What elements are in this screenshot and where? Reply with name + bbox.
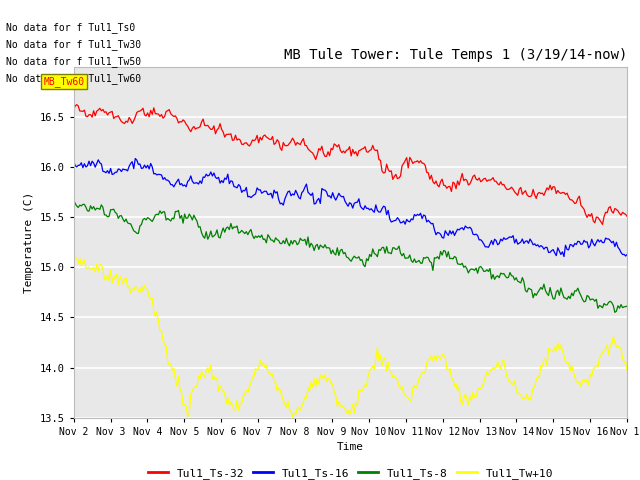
Tul1_Ts-32 [264,135,272,141]
Tul1_Ts-16 [70,157,77,163]
Tul1_Ts-16 [560,254,568,260]
Tul1_Ts-16 [623,252,631,257]
Text: MB Tule Tower: Tule Temps 1 (3/19/14-now): MB Tule Tower: Tule Temps 1 (3/19/14-now… [284,48,627,62]
Text: No data for f Tul1_Ts0: No data for f Tul1_Ts0 [6,22,136,33]
Tul1_Ts-32 [139,105,147,111]
Legend: Tul1_Ts-32, Tul1_Ts-16, Tul1_Ts-8, Tul1_Tw+10: Tul1_Ts-32, Tul1_Ts-16, Tul1_Ts-8, Tul1_… [143,464,557,480]
Tul1_Tw+10 [266,370,273,375]
Tul1_Ts-16 [255,187,262,193]
Text: No data for f Tul1_Tw50: No data for f Tul1_Tw50 [6,56,141,67]
Tul1_Ts-16 [264,192,272,197]
Tul1_Ts-32 [598,222,606,228]
Tul1_Ts-8 [70,197,77,203]
Tul1_Ts-8 [623,303,631,309]
Y-axis label: Temperature (C): Temperature (C) [24,192,34,293]
Tul1_Ts-16 [314,197,321,203]
Tul1_Ts-32 [236,137,244,143]
Tul1_Ts-32 [623,214,631,219]
Tul1_Tw+10 [139,288,147,294]
Tul1_Tw+10 [596,355,604,360]
Text: MB_Tw60: MB_Tw60 [44,76,84,87]
Tul1_Ts-32 [314,152,321,157]
Line: Tul1_Ts-16: Tul1_Ts-16 [74,158,627,257]
Tul1_Tw+10 [623,368,631,373]
Tul1_Ts-32 [255,140,262,145]
Tul1_Ts-16 [131,156,139,161]
Line: Tul1_Tw+10: Tul1_Tw+10 [74,258,627,417]
Tul1_Tw+10 [71,255,79,261]
Tul1_Ts-8 [138,222,145,228]
Text: No data for f Tul1_Tw30: No data for f Tul1_Tw30 [6,39,141,50]
Tul1_Ts-16 [236,183,244,189]
Tul1_Ts-8 [611,310,619,315]
Tul1_Ts-32 [594,215,602,220]
Tul1_Ts-16 [596,239,604,245]
Tul1_Tw+10 [184,414,191,420]
Tul1_Ts-32 [70,107,77,112]
Tul1_Ts-8 [262,240,270,246]
Tul1_Tw+10 [257,358,264,363]
Line: Tul1_Ts-8: Tul1_Ts-8 [74,200,627,312]
Tul1_Tw+10 [238,400,246,406]
Tul1_Ts-8 [593,297,600,302]
Line: Tul1_Ts-32: Tul1_Ts-32 [74,105,627,225]
Tul1_Ts-32 [73,102,81,108]
Tul1_Tw+10 [315,381,323,387]
Tul1_Ts-16 [139,165,147,171]
Text: No data for f Tul1_Tw60: No data for f Tul1_Tw60 [6,73,141,84]
Tul1_Ts-8 [312,243,319,249]
Tul1_Tw+10 [70,256,77,262]
Tul1_Ts-8 [253,235,261,240]
Tul1_Ts-8 [235,230,243,236]
X-axis label: Time: Time [337,442,364,452]
